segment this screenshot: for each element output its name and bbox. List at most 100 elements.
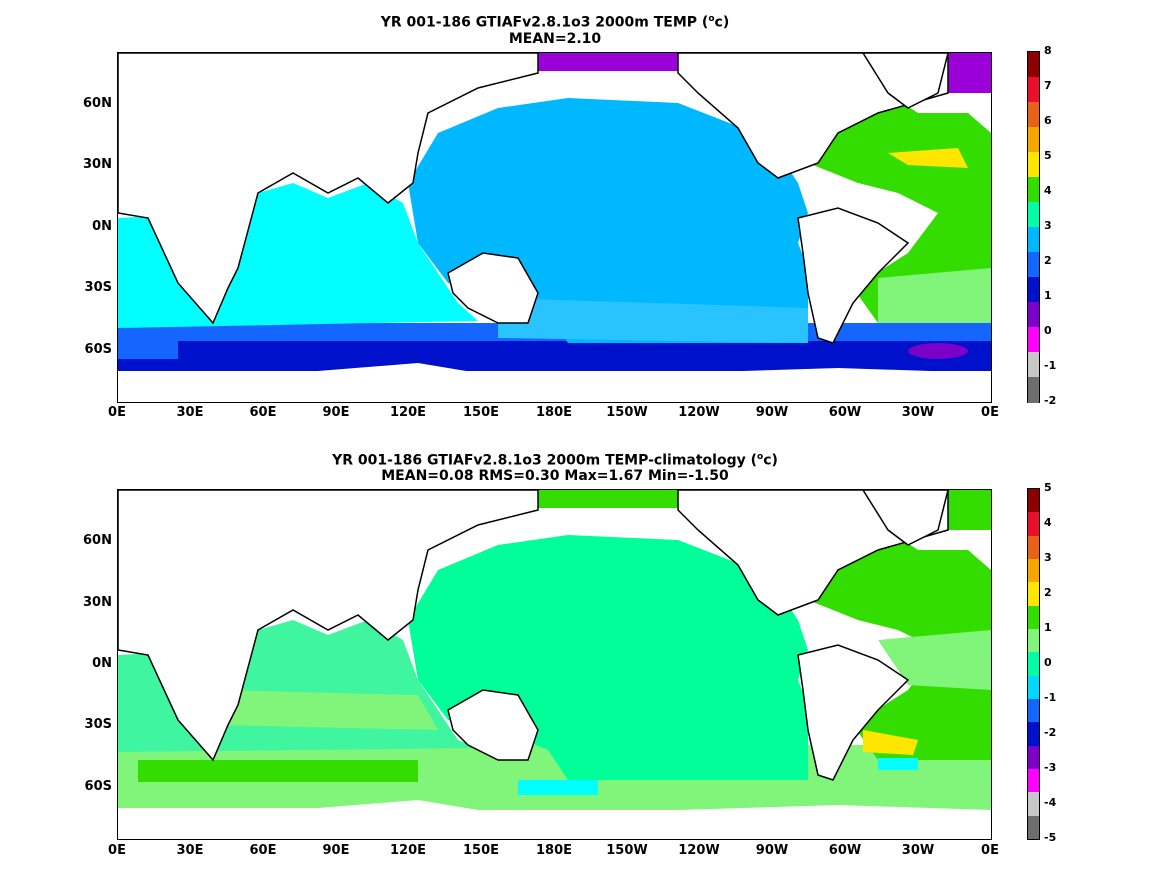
colorbar-swatch	[1028, 792, 1039, 817]
bottom-xtick: 0E	[108, 843, 126, 858]
top-xtick: 90E	[322, 405, 350, 420]
top-xtick: 30W	[901, 405, 935, 420]
colorbar-swatch	[1028, 302, 1039, 328]
colorbar-label: 2	[1044, 586, 1052, 599]
colorbar-swatch	[1028, 52, 1039, 78]
colorbar-swatch	[1028, 202, 1039, 228]
colorbar-label: 5	[1044, 149, 1052, 162]
colorbar-swatch	[1028, 127, 1039, 153]
colorbar-swatch	[1028, 152, 1039, 178]
top-ytick-0n: 0N	[92, 219, 112, 234]
colorbar-swatch	[1028, 629, 1039, 653]
colorbar-swatch	[1028, 77, 1039, 103]
top-title-degree: o	[708, 14, 715, 24]
top-xtick: 120E	[389, 405, 427, 420]
colorbar-label: 5	[1044, 481, 1052, 494]
bottom-xtick: 0E	[981, 843, 999, 858]
bottom-ytick-30s: 30S	[84, 717, 112, 732]
bottom-ytick-0n: 0N	[92, 656, 112, 671]
bottom-xtick: 30E	[176, 843, 204, 858]
colorbar-swatch	[1028, 535, 1039, 560]
top-ytick-30n: 30N	[83, 157, 112, 172]
colorbar-label: -3	[1044, 761, 1057, 774]
colorbar-label: 0	[1044, 656, 1052, 669]
colorbar-label: 6	[1044, 114, 1052, 127]
bottom-xtick: 180E	[535, 843, 573, 858]
colorbar-label: 1	[1044, 289, 1052, 302]
bottom-xtick: 150W	[606, 843, 648, 858]
colorbar-label: 4	[1044, 516, 1052, 529]
top-map-svg	[118, 53, 991, 402]
colorbar-label: -2	[1044, 726, 1057, 739]
bottom-title-degree: o	[757, 452, 764, 462]
colorbar-swatch	[1028, 327, 1039, 353]
colorbar-swatch	[1028, 227, 1039, 253]
top-xtick: 180E	[535, 405, 573, 420]
colorbar-swatch	[1028, 352, 1039, 378]
colorbar-label: -1	[1044, 691, 1057, 704]
top-map	[117, 52, 992, 403]
colorbar-label: -5	[1044, 831, 1057, 844]
bottom-title-unit: c)	[763, 452, 778, 469]
colorbar-swatch	[1028, 377, 1039, 403]
top-ytick-60n: 60N	[83, 96, 112, 111]
colorbar-label: 1	[1044, 621, 1052, 634]
top-title-text: YR 001-186 GTIAFv2.8.1o3 2000m TEMP (	[380, 14, 709, 31]
bottom-ytick-30n: 30N	[83, 595, 112, 610]
top-ytick-30s: 30S	[84, 280, 112, 295]
colorbar-label: 3	[1044, 219, 1052, 232]
colorbar-swatch	[1028, 559, 1039, 583]
top-xtick: 0E	[981, 405, 999, 420]
colorbar-swatch	[1028, 722, 1039, 747]
top-title-unit: c)	[714, 14, 730, 31]
bottom-map-svg	[118, 490, 991, 839]
colorbar-swatch	[1028, 769, 1039, 793]
colorbar-label: 0	[1044, 324, 1052, 337]
top-xtick: 30E	[176, 405, 204, 420]
top-title-mean: MEAN=2.10	[508, 31, 602, 47]
top-xtick: 120W	[678, 405, 720, 420]
top-antarctica	[118, 363, 991, 402]
bottom-xtick: 90W	[755, 843, 789, 858]
colorbar-label: 8	[1044, 44, 1052, 57]
colorbar-swatch	[1028, 652, 1039, 677]
bottom-ytick-60n: 60N	[83, 533, 112, 548]
colorbar-label: -4	[1044, 796, 1057, 809]
bottom-xtick: 60W	[828, 843, 862, 858]
colorbar-swatch	[1028, 699, 1039, 723]
bottom-title-stats: MEAN=0.08 RMS=0.30 Max=1.67 Min=-1.50	[381, 468, 729, 484]
bottom-map	[117, 489, 992, 840]
colorbar-swatch	[1028, 605, 1039, 630]
bottom-landmasses	[118, 490, 949, 781]
top-xtick: 150E	[462, 405, 500, 420]
colorbar-swatch	[1028, 512, 1039, 537]
colorbar-swatch	[1028, 177, 1039, 203]
bottom-xtick: 90E	[322, 843, 350, 858]
colorbar-swatch	[1028, 675, 1039, 700]
colorbar-label: -2	[1044, 394, 1057, 407]
colorbar-label: 2	[1044, 254, 1052, 267]
top-xtick: 60W	[828, 405, 862, 420]
bottom-xtick: 150E	[462, 843, 500, 858]
bottom-xtick: 60E	[249, 843, 277, 858]
bottom-antarctica	[118, 800, 991, 839]
colorbar-label: -1	[1044, 359, 1057, 372]
top-xtick: 90W	[755, 405, 789, 420]
top-xtick: 150W	[606, 405, 648, 420]
bottom-xtick: 120W	[678, 843, 720, 858]
top-landmasses	[118, 53, 949, 344]
colorbar-label: 7	[1044, 79, 1052, 92]
top-xtick: 0E	[108, 405, 126, 420]
colorbar-swatch	[1028, 582, 1039, 607]
colorbar-swatch	[1028, 815, 1039, 840]
colorbar-label: 3	[1044, 551, 1052, 564]
bottom-ytick-60s: 60S	[84, 779, 112, 794]
colorbar-swatch	[1028, 489, 1039, 513]
colorbar-swatch	[1028, 745, 1039, 770]
top-xtick: 60E	[249, 405, 277, 420]
bottom-xtick: 120E	[389, 843, 427, 858]
top-colorbar	[1027, 51, 1040, 403]
bottom-atlantic-ocean	[808, 530, 991, 760]
colorbar-label: 4	[1044, 184, 1052, 197]
bottom-colorbar	[1027, 488, 1040, 840]
